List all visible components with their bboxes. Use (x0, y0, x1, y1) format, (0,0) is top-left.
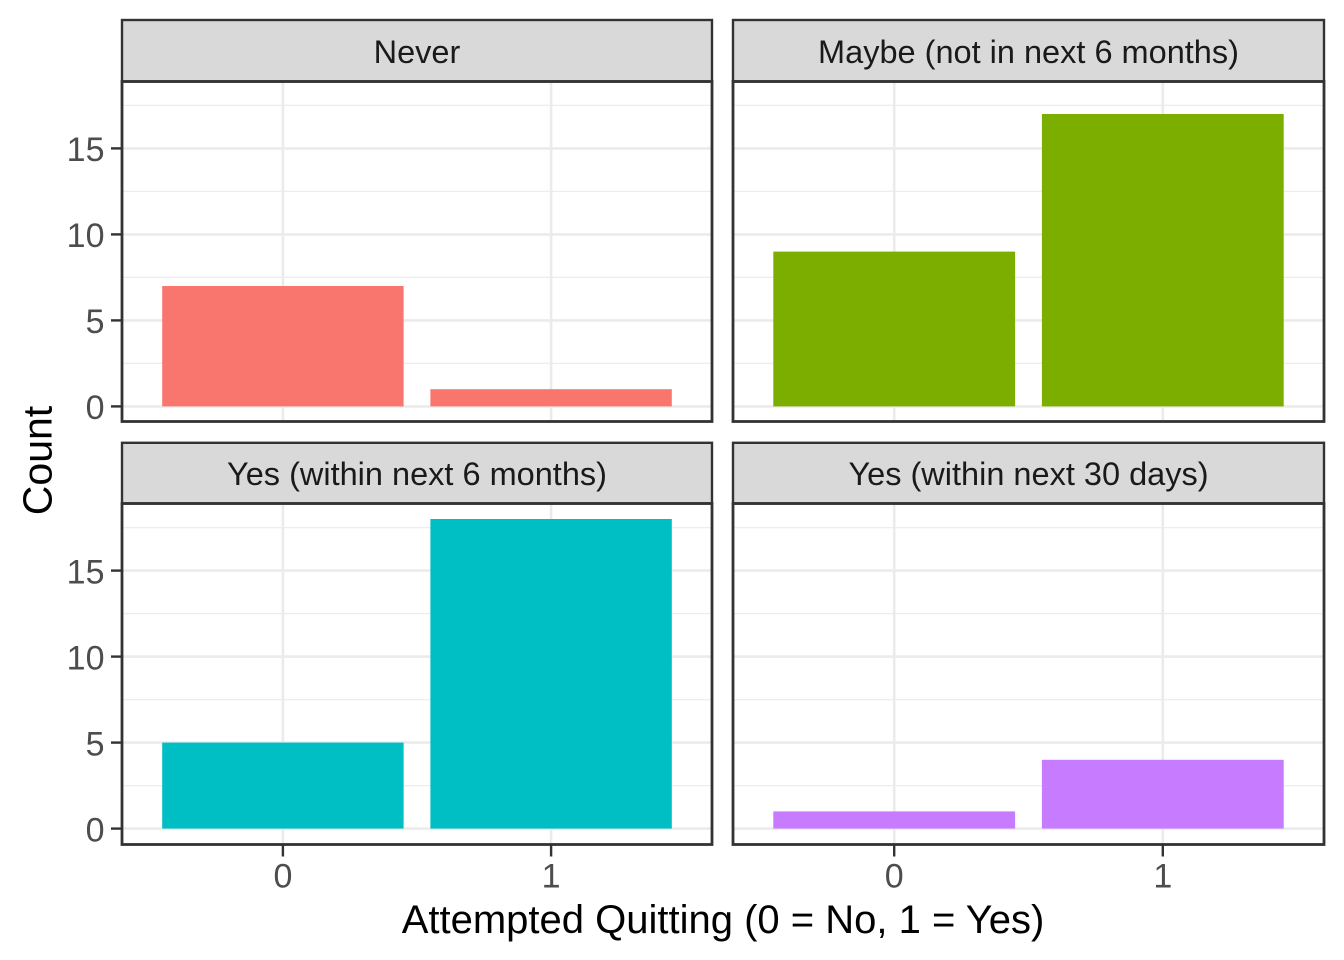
svg-text:1: 1 (1153, 858, 1172, 896)
svg-text:10: 10 (67, 217, 105, 255)
svg-text:0: 0 (885, 858, 904, 896)
svg-text:0: 0 (86, 389, 105, 427)
svg-text:Yes (within next 30 days): Yes (within next 30 days) (848, 456, 1208, 492)
svg-text:15: 15 (67, 131, 105, 169)
svg-text:5: 5 (86, 303, 105, 341)
svg-text:15: 15 (67, 553, 105, 591)
svg-text:1: 1 (542, 858, 561, 896)
svg-text:10: 10 (67, 639, 105, 677)
svg-text:5: 5 (86, 725, 105, 763)
svg-text:Attempted Quitting (0 = No, 1: Attempted Quitting (0 = No, 1 = Yes) (402, 898, 1045, 942)
svg-text:Never: Never (374, 34, 461, 70)
svg-text:0: 0 (273, 858, 292, 896)
svg-text:Maybe (not in next 6 months): Maybe (not in next 6 months) (818, 34, 1239, 70)
svg-text:Yes (within next 6 months): Yes (within next 6 months) (227, 456, 607, 492)
svg-text:0: 0 (86, 811, 105, 849)
svg-text:Count: Count (15, 405, 61, 515)
